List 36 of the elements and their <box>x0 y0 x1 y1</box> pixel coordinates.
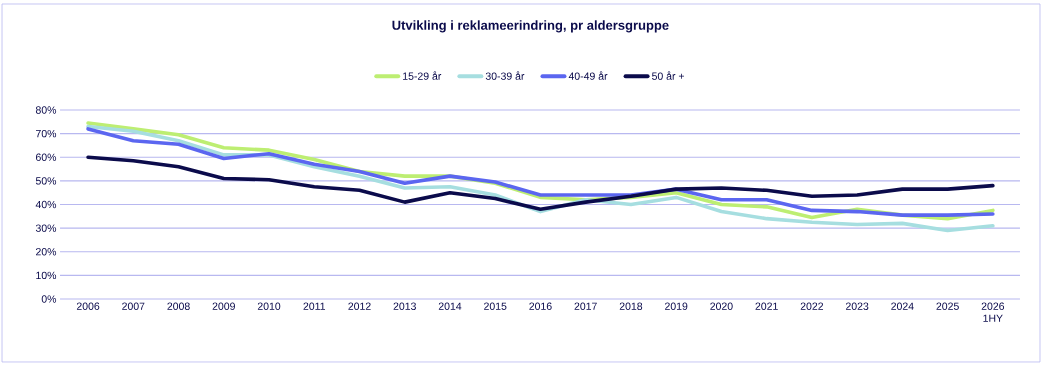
y-tick-label: 0% <box>41 295 57 303</box>
x-tick-label: 2011 <box>303 302 326 310</box>
x-tick-label: 2013 <box>393 302 416 310</box>
x-tick-label: 2019 <box>665 302 688 310</box>
x-tick-label: 2026 1HY <box>981 302 1005 322</box>
x-tick-label: 2024 <box>891 302 914 310</box>
legend-label: 30-39 år <box>485 71 525 80</box>
legend-label: 50 år + <box>652 71 685 80</box>
x-tick-label: 2021 <box>755 302 778 310</box>
x-tick-label: 2025 <box>936 302 959 310</box>
x-tick-label: 2009 <box>212 302 235 310</box>
chart-title: Utvikling i reklameerindring, pr aldersgruppe <box>392 20 669 33</box>
y-tick-label: 20% <box>36 248 57 256</box>
legend-label: 40-49 år <box>568 71 608 80</box>
x-tick-label: 2022 <box>800 302 824 310</box>
x-tick-label: 2016 <box>529 302 552 310</box>
x-tick-label: 2007 <box>122 302 145 310</box>
x-tick-label: 2006 <box>76 302 100 310</box>
x-tick-label: 2012 <box>348 302 371 310</box>
legend-label: 15-29 år <box>403 71 442 80</box>
x-tick-label: 2020 <box>710 302 733 310</box>
x-tick-label: 2017 <box>574 302 597 310</box>
x-tick-label: 2023 <box>845 302 869 310</box>
x-tick-label: 2015 <box>484 302 507 310</box>
x-tick-label: 2010 <box>257 302 281 310</box>
y-tick-label: 40% <box>35 200 57 209</box>
x-tick-label: 2014 <box>438 302 462 310</box>
x-tick-label: 2008 <box>167 302 190 310</box>
line-series <box>86 155 995 212</box>
y-tick-label: 60% <box>36 153 57 161</box>
y-tick-label: 10% <box>36 271 57 280</box>
x-tick-label: 2018 <box>619 302 643 310</box>
y-tick-label: 80% <box>35 106 57 114</box>
y-tick-label: 70% <box>36 129 57 138</box>
y-tick-label: 30% <box>35 224 57 232</box>
y-tick-label: 50% <box>35 177 57 185</box>
